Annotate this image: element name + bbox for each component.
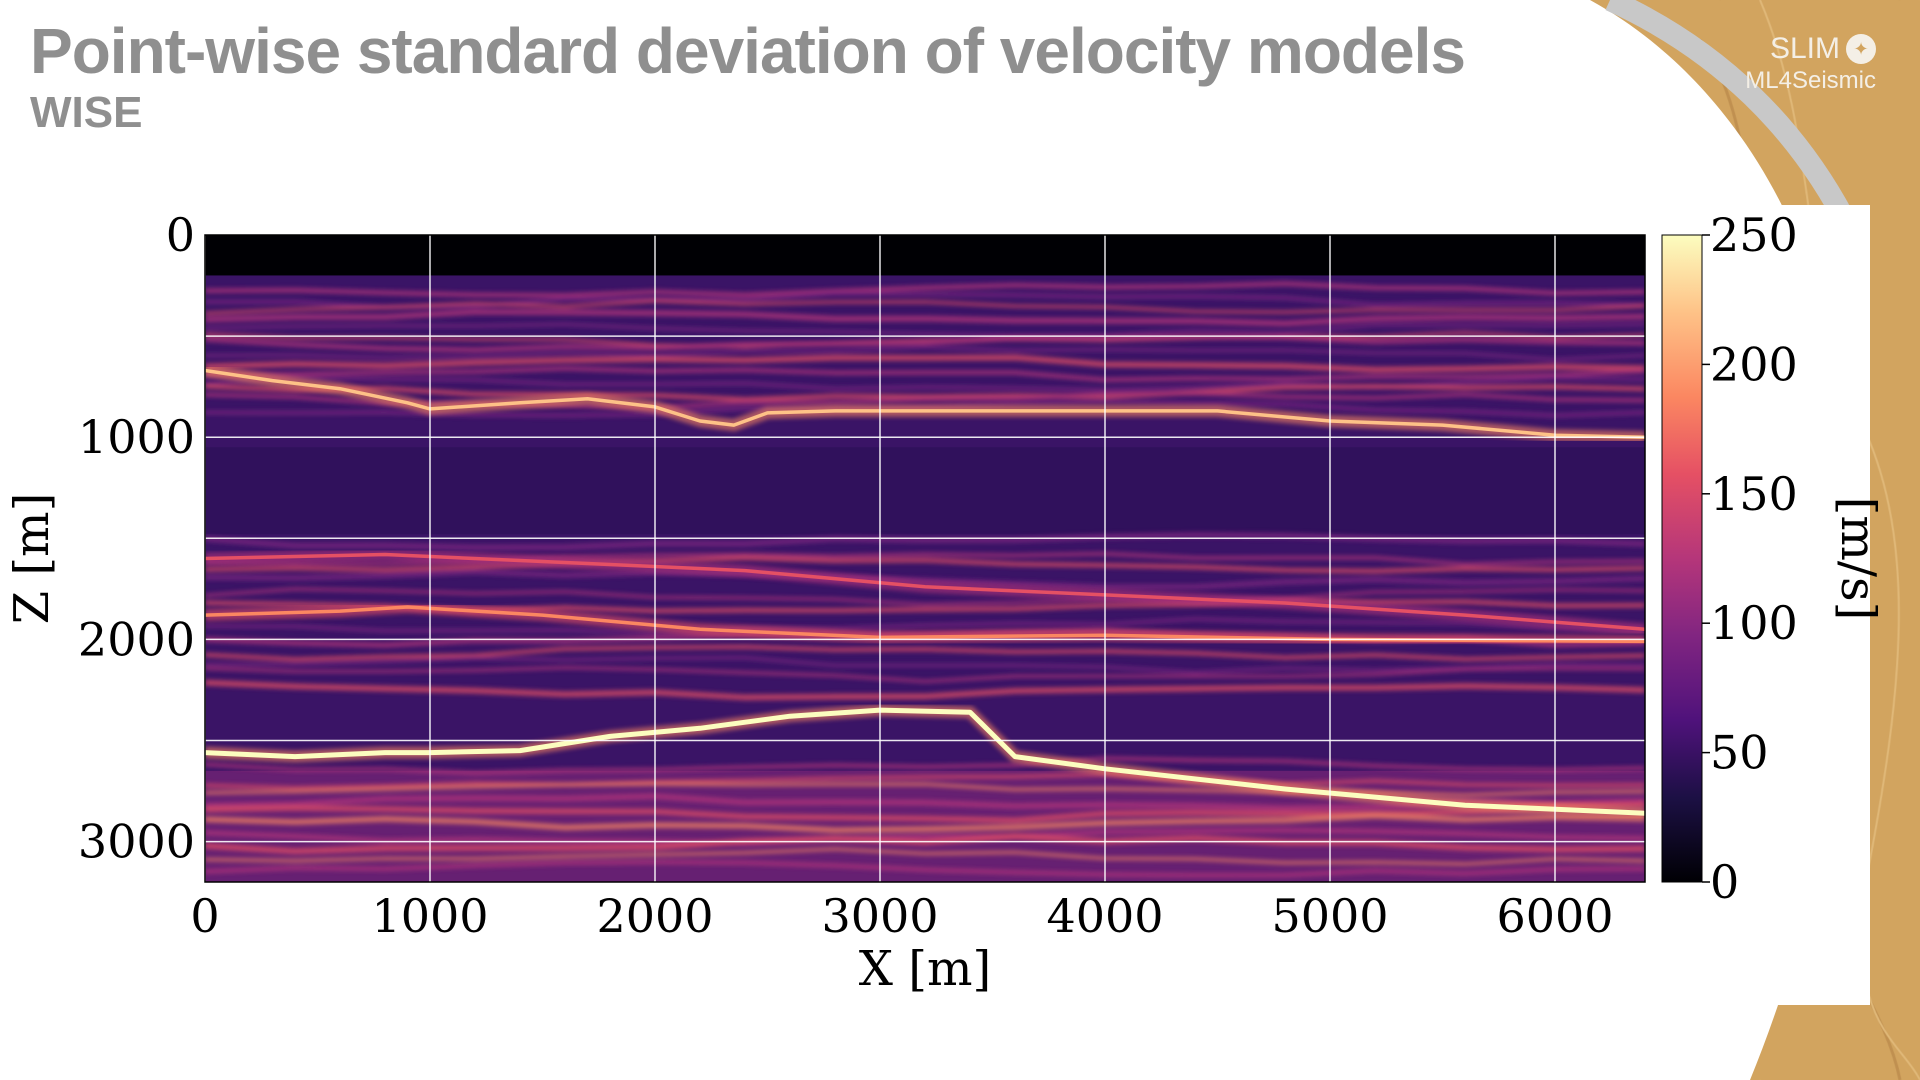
x-tick-label: 0 (190, 889, 219, 943)
colorbar-tick-label: 150 (1710, 467, 1798, 521)
colorbar-label: [m/s] (1830, 497, 1886, 621)
texture-streak (205, 644, 1645, 662)
texture-streak (205, 291, 1645, 309)
gray-arc (1605, 0, 1860, 235)
colorbar-tick-label: 100 (1710, 596, 1798, 650)
texture-streak (205, 782, 1645, 797)
texture-streak (205, 847, 1645, 866)
texture-streak (205, 299, 1645, 315)
texture-streak (205, 532, 1645, 551)
texture-streak (205, 366, 1645, 382)
texture-streak (205, 802, 1645, 823)
texture-streak (205, 281, 1645, 298)
colorbar-tick-label: 0 (1710, 855, 1739, 909)
texture-streak (205, 354, 1645, 373)
texture-streak (205, 813, 1645, 833)
y-axis-label: Z [m] (4, 493, 60, 625)
colorbar-tick-label: 250 (1710, 208, 1798, 262)
heatmap-low-band (205, 447, 1645, 535)
x-tick-label: 6000 (1496, 889, 1613, 943)
y-tick-label: 3000 (78, 815, 195, 869)
x-axis-label: X [m] (859, 941, 991, 997)
x-tick-label: 5000 (1271, 889, 1388, 943)
logo-line2: ML4Seismic (1745, 67, 1876, 94)
texture-streak (205, 665, 1645, 684)
texture-streak (205, 587, 1645, 606)
slim-logo: SLIM ✦ ML4Seismic (1745, 32, 1876, 96)
texture-streak (205, 555, 1645, 574)
y-tick-label: 2000 (78, 612, 195, 666)
colorbar (1661, 234, 1703, 883)
horizon-0 (205, 368, 1645, 439)
texture-streak (205, 322, 1645, 338)
water-layer (205, 235, 1645, 276)
x-tick-label: 4000 (1046, 889, 1163, 943)
logo-line1: SLIM (1769, 32, 1840, 65)
horizon-3 (205, 605, 1645, 644)
slide-subtitle: WISE (30, 88, 143, 137)
texture-streak (205, 772, 1645, 790)
x-tick-label: 1000 (371, 889, 488, 943)
plot-frame (204, 234, 1646, 883)
texture-streak (205, 827, 1645, 846)
texture-streak (205, 756, 1645, 776)
slide-title: Point-wise standard deviation of velocit… (30, 15, 1466, 87)
texture-streak (205, 679, 1645, 701)
texture-streak (205, 656, 1645, 674)
texture-streak (205, 617, 1645, 635)
slim-compass-icon: ✦ (1846, 34, 1876, 64)
texture-streak (205, 334, 1645, 353)
texture-streak (205, 383, 1645, 402)
texture-streak (205, 569, 1645, 590)
y-tick-label: 1000 (78, 410, 195, 464)
x-tick-label: 2000 (596, 889, 713, 943)
horizon-2 (205, 552, 1645, 632)
y-tick-label: 0 (166, 208, 195, 262)
texture-streak (205, 345, 1645, 362)
colorbar-tick-label: 50 (1710, 726, 1769, 780)
horizon-1 (205, 707, 1645, 816)
texture-streak (205, 859, 1645, 878)
wood-right-strip (1870, 200, 1920, 1010)
colorbar-tick-label: 200 (1710, 337, 1798, 391)
x-tick-label: 3000 (821, 889, 938, 943)
texture-streak (205, 308, 1645, 327)
